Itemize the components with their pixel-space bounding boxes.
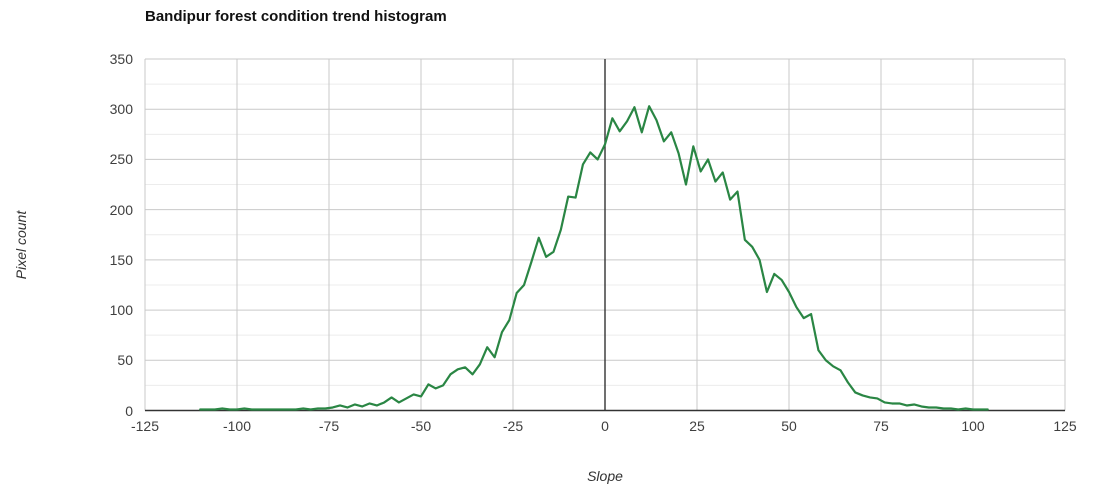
y-tick-label: 150 — [109, 251, 133, 268]
y-tick-label: 0 — [125, 402, 133, 419]
x-tick-label: -50 — [410, 418, 432, 434]
y-tick-label: 100 — [109, 302, 133, 319]
x-tick-label: 50 — [781, 418, 797, 434]
x-tick-label: -75 — [318, 418, 340, 434]
y-tick-label: 50 — [117, 352, 133, 369]
x-tick-label: 0 — [601, 418, 609, 434]
y-tick-label: 250 — [109, 151, 133, 168]
y-tick-label: 200 — [109, 201, 133, 218]
chart-title: Bandipur forest condition trend histogra… — [145, 8, 447, 25]
histogram-line-series — [199, 105, 989, 411]
y-tick-label: 300 — [109, 101, 133, 118]
x-tick-label: 25 — [689, 418, 705, 434]
x-tick-label: 75 — [873, 418, 889, 434]
x-tick-label: -25 — [502, 418, 524, 434]
x-tick-label: -125 — [130, 418, 160, 434]
x-tick-label: 125 — [1053, 418, 1077, 434]
y-tick-label: 350 — [109, 51, 133, 67]
x-tick-label: -100 — [222, 418, 252, 434]
x-axis-title: Slope — [587, 468, 623, 484]
x-tick-label: 100 — [961, 418, 985, 434]
